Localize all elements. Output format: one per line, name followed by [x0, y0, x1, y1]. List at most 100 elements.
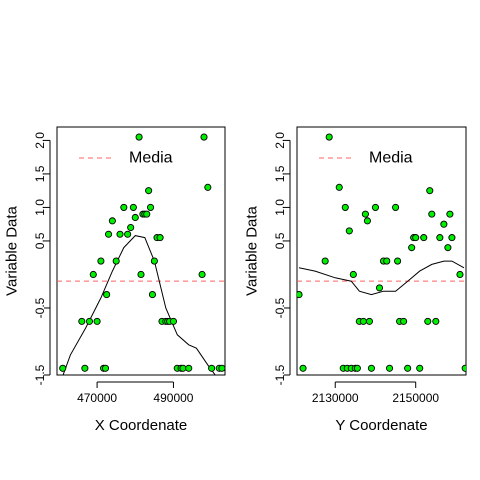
data-point	[108, 217, 116, 225]
data-point	[416, 364, 424, 372]
data-point	[361, 210, 369, 218]
y-tick-label: -0.5	[33, 297, 47, 318]
legend: Media	[319, 150, 413, 167]
data-point	[116, 230, 124, 238]
data-point	[448, 234, 456, 242]
data-point	[135, 133, 143, 141]
data-point	[383, 257, 391, 265]
data-point	[392, 203, 400, 211]
data-point	[112, 257, 120, 265]
chart-panel-1: 470000 490000 -1.5 -0.5 0.5 1.0 1.5 2.0 X Coorde…	[4, 126, 226, 434]
y-tick-label: -1.5	[33, 364, 47, 385]
data-point	[440, 220, 448, 228]
data-point	[367, 364, 375, 372]
y-tick-label: 1.0	[273, 199, 287, 216]
data-point	[208, 364, 216, 372]
data-point	[198, 270, 206, 279]
x-tick-label: 470000	[77, 391, 117, 405]
chart-panel-2: 2130000 2150000 -1.5 -0.5 0.5 1.0 1.5 2.0 Y Coor…	[244, 126, 467, 434]
x-axis-title: Y Coordenate	[335, 417, 427, 434]
data-point	[426, 187, 434, 195]
data-point	[156, 234, 164, 242]
data-point	[129, 203, 137, 211]
data-point	[428, 210, 436, 218]
legend-label: Media	[129, 150, 173, 167]
data-point	[345, 227, 353, 235]
data-point	[93, 317, 101, 325]
y-tick-label: 2.0	[33, 132, 47, 149]
data-point	[124, 230, 132, 238]
data-point	[148, 291, 157, 299]
y-tick-label: 0.5	[33, 232, 47, 249]
plot-area	[57, 133, 225, 375]
data-point	[359, 317, 367, 325]
data-point	[297, 291, 303, 299]
data-point	[446, 210, 454, 218]
data-point	[335, 183, 343, 191]
x-tick-label: 2150000	[392, 391, 439, 405]
data-point	[325, 133, 333, 141]
data-point	[120, 203, 128, 211]
data-point	[81, 364, 89, 372]
data-point	[143, 210, 151, 218]
data-point	[127, 223, 135, 232]
data-point	[385, 364, 394, 372]
data-point	[436, 234, 444, 242]
data-point	[179, 364, 187, 372]
data-point	[200, 133, 208, 141]
data-point	[89, 270, 97, 279]
data-point	[349, 270, 357, 279]
legend: Media	[79, 150, 173, 167]
data-point	[321, 257, 329, 265]
smooth-line	[62, 235, 216, 375]
data-point	[150, 257, 158, 265]
x-axis-title: X Coordenate	[95, 417, 188, 434]
data-point	[101, 364, 110, 372]
data-point	[185, 364, 193, 372]
data-point	[131, 213, 139, 222]
data-point	[363, 217, 371, 225]
data-point	[85, 317, 94, 325]
data-point	[420, 234, 428, 242]
plot-frame	[296, 126, 467, 376]
data-point	[299, 364, 307, 372]
data-point	[365, 317, 373, 325]
data-point	[461, 364, 466, 372]
data-point	[204, 183, 212, 191]
data-point	[404, 364, 412, 372]
data-point	[104, 230, 113, 238]
data-point	[78, 317, 86, 325]
y-tick-label: 2.0	[273, 132, 287, 149]
data-point	[103, 291, 111, 299]
data-point	[456, 270, 464, 279]
data-point	[424, 317, 432, 325]
x-tick-label: 2130000	[312, 391, 359, 405]
data-point	[408, 244, 416, 252]
data-point	[412, 234, 420, 242]
data-point	[400, 317, 408, 325]
y-axis-title: Variable Data	[244, 205, 261, 295]
data-point	[432, 317, 440, 325]
y-tick-label: 0.5	[273, 232, 287, 249]
data-point	[146, 203, 155, 211]
y-tick-label: 1.5	[33, 165, 47, 182]
data-point	[341, 203, 349, 211]
data-point	[444, 244, 452, 252]
y-tick-label: -1.5	[273, 364, 287, 385]
plot-area	[297, 133, 466, 372]
data-point	[375, 284, 384, 292]
y-tick-label: 1.0	[33, 199, 47, 216]
data-point	[145, 187, 153, 195]
data-point	[394, 257, 402, 265]
data-point	[169, 317, 178, 325]
data-point	[371, 203, 380, 211]
data-point	[218, 364, 225, 372]
legend-label: Media	[369, 150, 413, 167]
data-point	[97, 257, 105, 265]
plot-frame	[56, 126, 226, 376]
y-axis-title: Variable Data	[4, 205, 21, 295]
smooth-line	[298, 260, 465, 296]
data-point	[59, 364, 67, 372]
